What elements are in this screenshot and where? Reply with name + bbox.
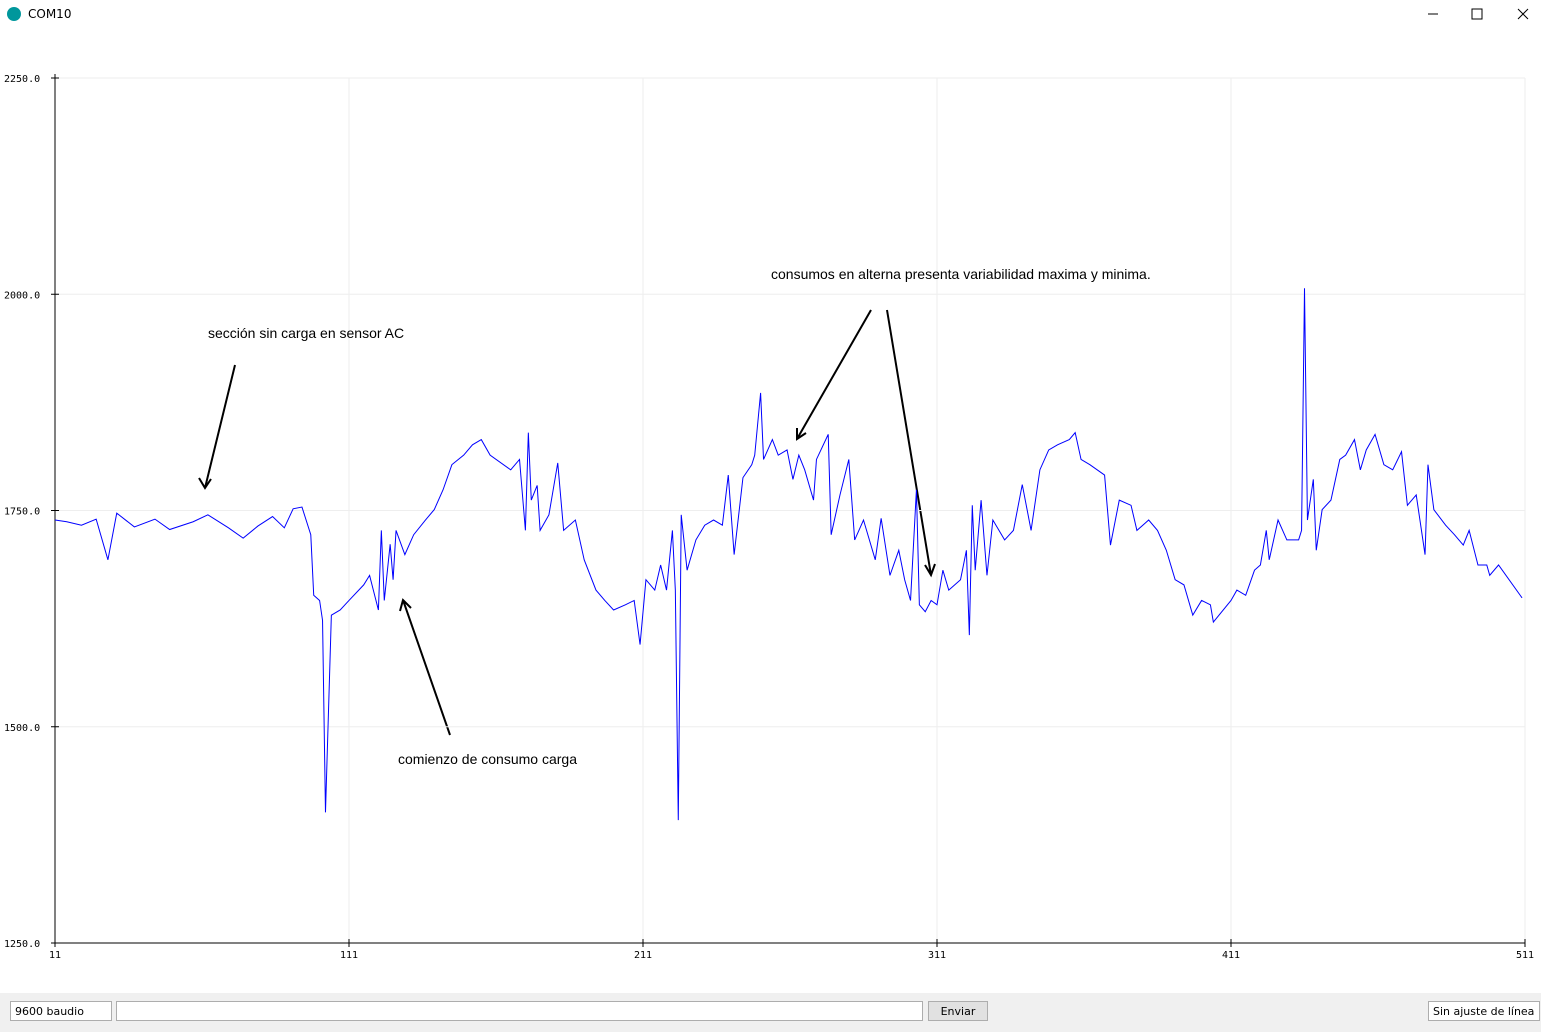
arrow bbox=[886, 309, 936, 578]
x-tick-label: 311 bbox=[928, 950, 946, 961]
y-tick-label: 1500.0 bbox=[4, 723, 40, 734]
baud-select[interactable]: 9600 baudio bbox=[10, 1001, 112, 1021]
data-line bbox=[54, 288, 1523, 821]
baud-label: 9600 baudio bbox=[15, 1005, 84, 1018]
y-tick-label: 2250.0 bbox=[4, 74, 40, 85]
annotation: comienzo de consumo carga bbox=[398, 751, 577, 767]
close[interactable] bbox=[1517, 8, 1529, 20]
window-icons bbox=[7, 7, 1529, 21]
y-tick-label: 1250.0 bbox=[4, 939, 40, 950]
x-tick-label: 511 bbox=[1516, 950, 1534, 961]
annotation: sección sin carga en sensor AC bbox=[208, 325, 404, 341]
annotation: consumos en alterna presenta variabilida… bbox=[771, 266, 1151, 282]
x-tick-label: 11 bbox=[49, 950, 61, 961]
arrow bbox=[796, 309, 872, 441]
send-label: Enviar bbox=[940, 1005, 976, 1018]
maximize[interactable] bbox=[1471, 8, 1483, 20]
input-field[interactable] bbox=[116, 1001, 923, 1021]
line-ending-select[interactable]: Sin ajuste de línea bbox=[1428, 1001, 1540, 1021]
x-tick-label: 111 bbox=[340, 950, 358, 961]
title-bar: COM10 bbox=[0, 0, 1541, 30]
x-tick-label: 211 bbox=[634, 950, 652, 961]
y-tick-label: 2000.0 bbox=[4, 290, 40, 301]
arrow bbox=[399, 598, 451, 736]
window-title: COM10 bbox=[28, 7, 72, 21]
arrows bbox=[198, 309, 936, 736]
send-button[interactable]: Enviar bbox=[928, 1001, 988, 1021]
arrow bbox=[198, 364, 236, 490]
line-ending-label: Sin ajuste de línea bbox=[1433, 1005, 1535, 1018]
x-tick-label: 411 bbox=[1222, 950, 1240, 961]
bottom-bar: 9600 baudio Enviar Sin ajuste de línea bbox=[0, 993, 1541, 1032]
app-icon bbox=[7, 7, 21, 21]
y-tick-label: 1750.0 bbox=[4, 507, 40, 518]
